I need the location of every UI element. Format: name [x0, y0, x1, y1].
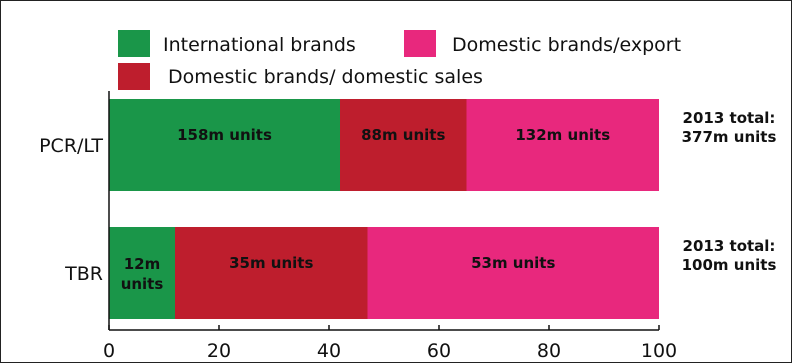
legend-label-international: International brands [163, 34, 356, 56]
x-tick-label: 60 [427, 340, 451, 362]
x-axis: 0 20 40 60 80 100 [103, 91, 677, 362]
bar-segment [466, 99, 659, 191]
data-label: 53m units [471, 254, 555, 272]
bar-segment [175, 227, 368, 319]
legend-swatch-domestic-export [404, 30, 436, 57]
data-label: 12m units [121, 255, 164, 293]
data-label: 132m units [515, 126, 610, 144]
legend-label-domestic-sales: Domestic brands/ domestic sales [168, 66, 483, 88]
x-tick-label: 80 [537, 340, 561, 362]
data-label: 35m units [229, 254, 313, 272]
total-label: 2013 total: 100m units [682, 237, 777, 274]
x-tick-label: 40 [317, 340, 341, 362]
bar-segment [109, 99, 340, 191]
legend-label-domestic-export: Domestic brands/export [452, 34, 681, 56]
data-label: 88m units [361, 126, 445, 144]
bar-segment [367, 227, 659, 319]
bars: PCR/LT 158m units 88m units 132m units 2013 … [39, 99, 776, 319]
legend: International brands Domestic brands/exp… [118, 30, 681, 90]
x-tick-label: 100 [641, 340, 677, 362]
legend-swatch-international [118, 30, 150, 57]
total-label: 2013 total: 377m units [682, 109, 777, 146]
x-tick-label: 20 [207, 340, 231, 362]
category-label: TBR [64, 263, 103, 285]
bar-segment [109, 227, 175, 319]
data-label: 158m units [177, 126, 272, 144]
x-tick-label: 0 [103, 340, 115, 362]
bar-segment [340, 99, 467, 191]
legend-swatch-domestic-sales [118, 63, 150, 90]
category-label: PCR/LT [39, 135, 103, 157]
